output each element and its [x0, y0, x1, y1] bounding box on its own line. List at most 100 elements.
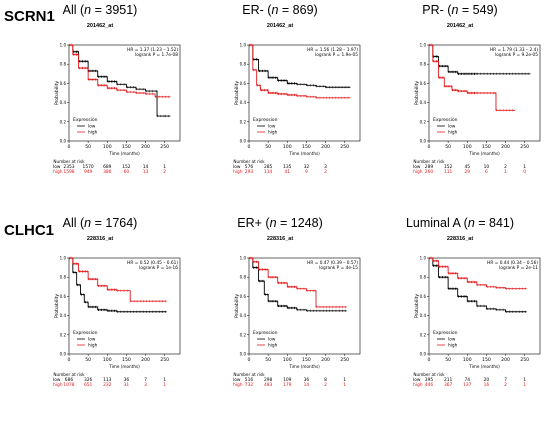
- title-suffix: = 1248): [276, 216, 323, 230]
- x-tick-label: 250: [340, 144, 349, 150]
- legend-high: high: [268, 343, 278, 349]
- km-curve-high: [249, 257, 347, 308]
- risk-header: Number at risk: [53, 159, 85, 164]
- x-axis-label: Time (months): [108, 364, 140, 369]
- x-tick-label: 150: [122, 357, 131, 363]
- x-tick-label: 50: [445, 144, 451, 150]
- x-tick-label: 150: [482, 144, 491, 150]
- risk-high-value: 9: [305, 169, 308, 175]
- risk-high-value: 446: [425, 382, 434, 388]
- risk-low-value: 14: [143, 164, 149, 170]
- x-tick-label: 100: [463, 357, 472, 363]
- y-axis-label: Probability: [234, 294, 240, 319]
- risk-header: Number at risk: [233, 372, 265, 377]
- y-tick-label: 0.4: [240, 313, 247, 318]
- panel-title: All (n = 1764): [10, 216, 190, 230]
- risk-high-value: 2: [163, 169, 166, 175]
- legend-low: low: [88, 337, 96, 343]
- km-curve-high: [69, 44, 171, 98]
- y-tick-label: 0.6: [420, 81, 427, 86]
- km-panel-1: All (n = 3951) 201462_at 0.0 0.2 0.4 0.6 0.8 1.…: [10, 3, 190, 203]
- risk-low-value: 20: [484, 377, 490, 383]
- panel-title: ER+ (n = 1248): [190, 216, 370, 230]
- x-tick-label: 0: [68, 357, 71, 363]
- km-curve-low: [429, 257, 527, 313]
- x-tick-label: 200: [501, 144, 510, 150]
- hazard-ratio: HR = 1.37 (1.23 – 1.52): [127, 47, 178, 53]
- risk-high-value: 179: [283, 382, 292, 388]
- y-axis-label: Probability: [234, 81, 240, 106]
- risk-low-label: low: [413, 164, 421, 170]
- risk-high-value: 3: [144, 382, 147, 388]
- hazard-ratio: HR = 0.52 (0.45 – 0.61): [127, 260, 178, 266]
- panel-title: PR- (n = 549): [370, 3, 550, 17]
- km-plot: 0.00.20.40.60.81.00 50 100 150 200 250Probabi…: [413, 43, 541, 175]
- y-tick-label: 1.0: [240, 256, 247, 261]
- x-tick-label: 50: [445, 357, 451, 363]
- risk-low-value: 3: [324, 164, 327, 170]
- plot-frame: [428, 44, 541, 142]
- title-prefix: All (: [62, 216, 85, 230]
- legend-high: high: [88, 130, 98, 136]
- risk-header: Number at risk: [413, 159, 445, 164]
- logrank-p: logrank P = 1.7e-08: [135, 52, 178, 58]
- y-tick-label: 0.0: [420, 139, 427, 144]
- x-tick-label: 250: [520, 357, 529, 363]
- risk-high-value: 14: [304, 382, 310, 388]
- risk-low-value: 74: [464, 377, 470, 383]
- y-tick-label: 0.4: [420, 100, 427, 105]
- y-tick-label: 0.6: [60, 294, 67, 299]
- logrank-p: logrank P = 9.2e-05: [495, 52, 538, 58]
- x-tick-label: 50: [265, 144, 271, 150]
- logrank-p: logrank P = 4e-15: [319, 265, 358, 271]
- x-tick-label: 250: [160, 144, 169, 150]
- title-prefix: ER+ (: [237, 216, 270, 230]
- risk-high-value: 2: [324, 169, 327, 175]
- title-prefix: PR- (: [422, 3, 452, 17]
- risk-header: Number at risk: [233, 159, 265, 164]
- risk-low-value: 36: [124, 377, 130, 383]
- y-tick-label: 1.0: [60, 43, 67, 48]
- hazard-ratio: HR = 0.44 (0.34 – 0.56): [487, 260, 538, 266]
- x-tick-label: 50: [85, 144, 91, 150]
- risk-low-value: 45: [464, 164, 470, 170]
- legend-low: low: [268, 124, 276, 130]
- y-tick-label: 0.6: [240, 81, 247, 86]
- km-panel-4: All (n = 1764) 228316_at 0.0 0.2 0.4 0.6 0.8 1.…: [10, 216, 190, 416]
- risk-low-value: 211: [444, 377, 453, 383]
- x-tick-label: 250: [340, 357, 349, 363]
- legend-high: high: [448, 343, 458, 349]
- y-tick-label: 0.2: [60, 332, 67, 337]
- risk-low-value: 1: [163, 377, 166, 383]
- x-tick-label: 150: [482, 357, 491, 363]
- km-curve-high: [429, 44, 516, 111]
- risk-high-label: high: [53, 169, 63, 175]
- x-axis-label: Time (months): [288, 364, 320, 369]
- risk-low-label: low: [53, 164, 61, 170]
- risk-high-value: 367: [444, 382, 453, 388]
- probe-id: 228316_at: [86, 236, 114, 242]
- risk-low-value: 1: [523, 377, 526, 383]
- x-tick-label: 50: [265, 357, 271, 363]
- legend-high: high: [268, 130, 278, 136]
- probe-id: 228316_at: [266, 236, 294, 242]
- risk-high-value: 60: [124, 169, 130, 175]
- title-n: n: [269, 216, 277, 230]
- km-plot: 0.00.20.40.60.81.00 50 100 150 200 250Probabi…: [233, 43, 361, 175]
- legend-low: low: [268, 337, 276, 343]
- km-plot: 0.00.20.40.60.81.00 50 100 150 200 250Probabi…: [53, 256, 181, 388]
- probe-id: 201462_at: [266, 23, 294, 29]
- hazard-ratio: HR = 1.56 (1.28 – 1.97): [307, 47, 358, 53]
- risk-low-value: 8: [324, 377, 327, 383]
- risk-high-value: 651: [84, 382, 93, 388]
- risk-high-label: high: [413, 169, 423, 175]
- y-tick-label: 0.2: [60, 119, 67, 124]
- logrank-p: logrank P = 1e-16: [139, 265, 178, 271]
- km-plot: 0.00.20.40.60.81.00 50 100 150 200 250Probabi…: [413, 256, 541, 388]
- risk-low-value: 1: [163, 164, 166, 170]
- risk-high-value: 13: [143, 169, 149, 175]
- risk-high-value: 260: [425, 169, 434, 175]
- y-tick-label: 0.0: [240, 139, 247, 144]
- x-tick-label: 100: [463, 144, 472, 150]
- risk-low-value: 689: [103, 164, 112, 170]
